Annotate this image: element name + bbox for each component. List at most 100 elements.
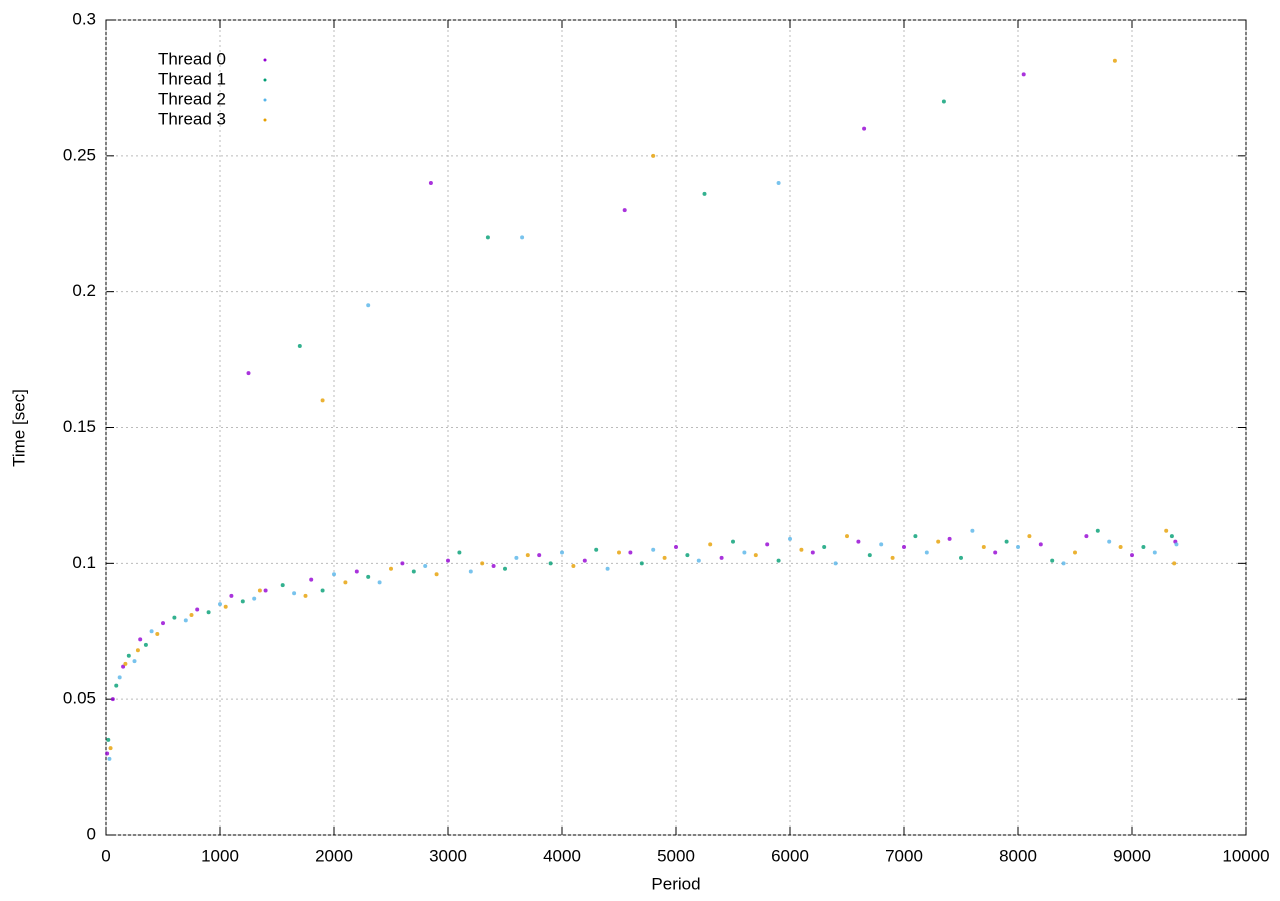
y-tick-label: 0.2 — [72, 281, 96, 300]
y-tick-label: 0 — [87, 824, 96, 843]
x-tick-label: 5000 — [657, 846, 695, 865]
data-point — [320, 588, 325, 593]
data-point — [622, 208, 627, 213]
data-point — [1164, 528, 1169, 533]
x-tick-label: 8000 — [999, 846, 1037, 865]
data-point — [206, 610, 211, 615]
data-point — [485, 235, 490, 240]
legend-label: Thread 1 — [158, 69, 226, 88]
x-tick-label: 9000 — [1113, 846, 1151, 865]
data-point — [252, 596, 257, 601]
data-point — [491, 564, 496, 569]
y-tick-label: 0.05 — [63, 689, 96, 708]
data-point — [155, 631, 160, 636]
data-point — [110, 697, 115, 702]
data-point — [263, 588, 268, 593]
data-point — [400, 561, 405, 566]
y-tick-label: 0.25 — [63, 145, 96, 164]
data-point — [970, 528, 975, 533]
data-point — [229, 593, 234, 598]
legend-swatch — [263, 58, 267, 62]
data-point — [446, 558, 450, 563]
data-point — [696, 558, 701, 563]
data-point — [1169, 534, 1174, 539]
data-point — [218, 602, 222, 607]
y-axis-label: Time [sec] — [9, 389, 28, 467]
data-point — [138, 637, 143, 642]
data-point — [1152, 550, 1157, 555]
data-point — [309, 577, 314, 582]
x-tick-label: 10000 — [1222, 846, 1269, 865]
y-tick-label: 0.15 — [63, 417, 96, 436]
x-axis-label: Period — [651, 874, 700, 893]
data-point — [702, 191, 707, 196]
data-point — [183, 618, 188, 623]
data-point — [411, 569, 416, 574]
legend-label: Thread 0 — [158, 49, 226, 68]
data-point — [257, 588, 262, 593]
data-point — [149, 629, 154, 634]
data-point — [468, 569, 473, 574]
x-tick-label: 6000 — [771, 846, 809, 865]
data-point — [605, 566, 610, 571]
data-point — [788, 536, 792, 541]
data-point — [106, 737, 111, 742]
data-point — [303, 593, 308, 598]
data-point — [1141, 545, 1146, 550]
data-point — [776, 181, 781, 185]
data-point — [1084, 534, 1089, 539]
data-point — [1050, 558, 1055, 563]
data-point — [822, 545, 827, 550]
data-point — [936, 539, 941, 544]
data-point — [121, 664, 126, 669]
data-point — [924, 550, 929, 555]
data-point — [105, 751, 110, 756]
data-point — [731, 539, 735, 544]
data-point — [651, 153, 656, 158]
data-point — [1095, 528, 1100, 533]
data-point — [1038, 542, 1043, 547]
data-point — [1004, 539, 1009, 544]
data-point — [810, 550, 815, 555]
data-point — [332, 572, 336, 577]
data-point — [662, 555, 667, 560]
data-point — [161, 621, 165, 626]
y-tick-label: 0.1 — [72, 553, 96, 572]
data-point — [135, 648, 140, 653]
data-point — [503, 566, 507, 571]
x-tick-label: 4000 — [543, 846, 581, 865]
data-point — [594, 547, 599, 552]
data-point — [366, 574, 371, 579]
x-tick-label: 3000 — [429, 846, 467, 865]
data-point — [856, 539, 861, 544]
data-point — [123, 661, 128, 666]
legend-swatch — [263, 78, 267, 82]
data-point — [126, 653, 131, 658]
data-point — [1118, 545, 1123, 550]
data-point — [1130, 553, 1134, 558]
data-point — [742, 550, 747, 555]
data-point — [776, 558, 781, 563]
data-point — [628, 550, 633, 555]
data-point — [107, 756, 112, 761]
data-point — [639, 561, 644, 566]
legend-swatch — [263, 98, 267, 102]
data-point — [389, 566, 393, 571]
data-point — [582, 558, 587, 563]
data-point — [1061, 561, 1066, 566]
data-point — [981, 545, 986, 550]
x-tick-label: 7000 — [885, 846, 923, 865]
data-point — [765, 542, 770, 547]
legend-label: Thread 2 — [158, 89, 226, 108]
data-point — [560, 550, 564, 555]
data-point — [1112, 58, 1117, 63]
x-tick-label: 0 — [101, 846, 110, 865]
data-point — [114, 683, 119, 688]
data-point — [913, 534, 918, 539]
data-point — [862, 126, 867, 131]
data-point — [708, 542, 713, 547]
data-point — [1027, 534, 1032, 539]
data-point — [947, 536, 952, 541]
data-point — [343, 580, 348, 585]
data-point — [292, 591, 297, 596]
